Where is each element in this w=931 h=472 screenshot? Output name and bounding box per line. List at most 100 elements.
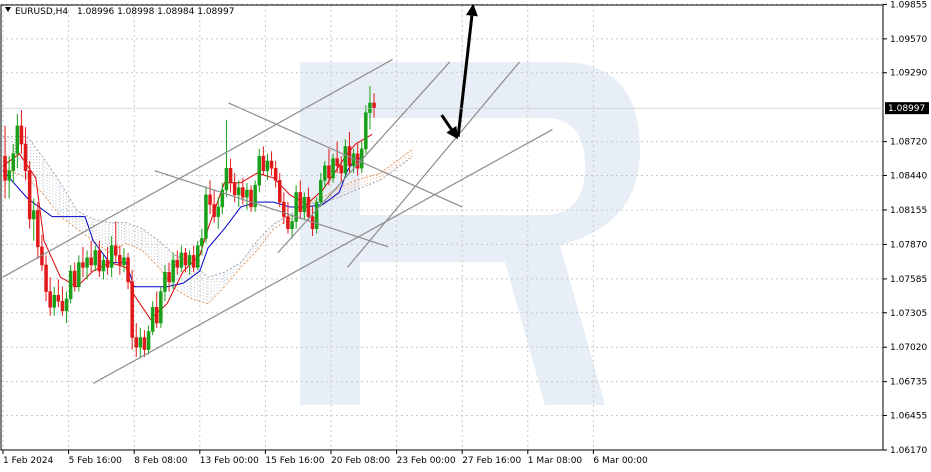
candle-body [245,189,249,198]
candle-body [335,158,339,167]
candle-body [265,160,270,171]
candle-body [167,271,171,283]
candle-body [368,102,372,113]
current-price-box [885,102,929,115]
candle-body [163,271,167,292]
candle-body [290,221,294,229]
senkou-span-a-line [2,148,414,305]
price-tick-label: 1.09855 [890,0,927,10]
candle-body [331,158,335,179]
candle-body [146,331,151,350]
forecast-arrows [440,3,478,140]
candle-body [85,257,89,268]
time-tick-label: 27 Feb 16:00 [462,456,521,466]
candle-body [130,281,134,338]
price-tick-label: 1.09570 [890,35,927,45]
candle-body [319,180,323,203]
candle-body [3,155,7,181]
candle-body [11,153,15,171]
candle-body [298,192,302,213]
trend-line [154,170,389,248]
candle-body [179,252,184,268]
trend-line [277,61,451,254]
candle-body [171,259,175,283]
candle-body [118,255,122,266]
candle-body [269,160,274,169]
plot-frame [0,4,884,451]
candle-body [249,189,253,208]
broker-watermark-logo [300,62,640,405]
candle-body [204,194,208,239]
candle-body [237,187,241,196]
trend-line [346,61,521,268]
candle-body [372,102,376,109]
candle-body [48,291,52,308]
symbol-label: EURUSD,H4 [15,7,68,17]
price-tick-label: 1.06170 [890,446,927,456]
candle-body [364,112,368,150]
forecast-arrow-head [465,3,478,17]
candle-body [273,167,278,181]
candle-body [228,167,233,184]
price-tick-label: 1.07585 [890,275,927,285]
candle-body [323,165,327,181]
price-tick-label: 1.09290 [890,69,927,79]
trend-line [228,102,463,208]
candle-body [278,180,282,203]
price-tick-label: 1.07020 [890,343,927,353]
candle-body [208,194,212,205]
price-tick-label: 1.08440 [890,172,927,182]
candle-body [327,165,331,179]
candle-body [114,245,118,256]
price-tick-label: 1.08720 [890,138,927,148]
candle-body [294,192,298,222]
ichimoku-cloud [2,136,414,305]
candle-body [56,294,61,302]
candle-body [93,250,97,266]
time-tick-label: 15 Feb 16:00 [265,456,324,466]
candle-body [286,216,290,229]
price-tick-label: 1.06455 [890,412,927,422]
time-tick-label: 1 Feb 2024 [3,456,54,466]
time-tick-label: 1 Mar 08:00 [528,456,583,466]
candle-body [212,204,216,217]
trend-lines[interactable] [2,58,553,385]
kijun-sen-line [2,158,364,288]
candle-body [200,238,204,246]
candle-body [109,245,114,268]
candle-body [302,197,307,213]
chart-header: EURUSD,H4 1.08996 1.08998 1.08984 1.0899… [5,7,234,17]
candle-body [44,264,48,292]
candle-body [175,259,179,268]
current-price-label: 1.08997 [888,104,925,114]
ohlc-values: 1.08996 1.08998 1.08984 1.08997 [77,7,234,17]
candle-body [73,270,77,288]
candle-body [142,337,147,350]
candle-body [351,153,356,167]
candle-body [97,250,102,272]
time-axis[interactable]: 1 Feb 2024 5 Feb 16:00 8 Feb 08:00 13 Feb 0… [2,450,648,466]
candle-body [282,201,286,217]
trend-line [2,58,393,278]
price-axis[interactable]: 1.09855 1.09570 1.09290 1.08720 1.08440 1.081… [1,0,929,456]
candle-body [196,245,200,268]
candle-body [27,170,32,220]
price-tick-label: 1.08155 [890,206,927,216]
candle-body [150,307,155,332]
candle-body [105,259,110,268]
candle-body [187,255,192,266]
candle-body [232,182,237,196]
candle-body [15,125,20,154]
price-tick-label: 1.06735 [890,378,927,388]
candle-body [314,201,319,229]
candle-body [138,337,143,348]
candle-body [101,259,106,272]
candle-body [126,257,130,283]
candle-body [7,170,11,181]
candle-body [261,155,266,171]
candle-body [224,167,229,191]
symbol-menu-triangle-icon[interactable] [5,7,11,12]
candle-body [36,210,40,248]
